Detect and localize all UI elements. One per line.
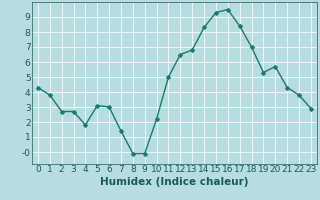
X-axis label: Humidex (Indice chaleur): Humidex (Indice chaleur) (100, 177, 249, 187)
